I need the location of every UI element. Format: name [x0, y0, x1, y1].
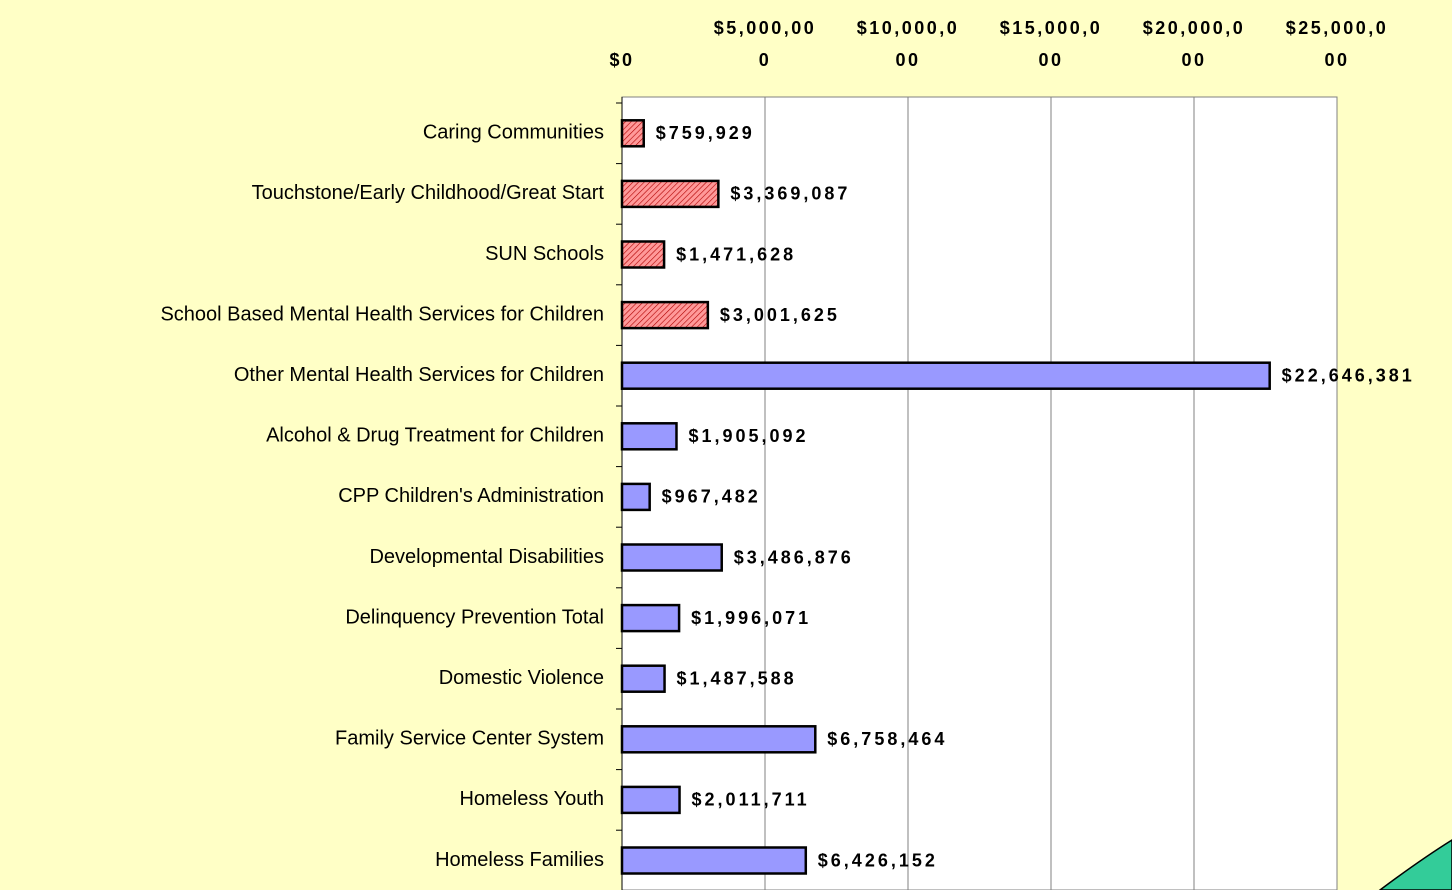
value-label: $759,929: [656, 123, 755, 143]
bar: [620, 725, 817, 754]
corner-decoration: [1378, 839, 1452, 890]
bar: [620, 422, 678, 451]
value-label: $1,996,071: [691, 608, 811, 628]
value-label: $6,758,464: [827, 729, 947, 749]
y-tick-label: Homeless Families: [435, 849, 604, 871]
bar: [620, 361, 1271, 390]
bar: [620, 846, 808, 875]
bar: [620, 785, 681, 815]
bar: [620, 543, 723, 572]
value-label: $1,905,092: [688, 426, 808, 446]
value-label: $967,482: [662, 487, 761, 507]
y-tick-label: Homeless Youth: [459, 788, 604, 810]
y-tick-label: Alcohol & Drug Treatment for Children: [266, 425, 604, 447]
value-label: $3,369,087: [730, 184, 850, 204]
value-label: $3,486,876: [734, 547, 854, 567]
y-tick-label: Touchstone/Early Childhood/Great Start: [252, 182, 605, 204]
bar: [620, 300, 710, 330]
x-tick-label: $15,000,000: [999, 18, 1103, 70]
y-tick-label: Other Mental Health Services for Childre…: [234, 364, 604, 386]
bar: [620, 119, 645, 148]
y-tick-label: School Based Mental Health Services for …: [160, 303, 604, 325]
y-tick-label: SUN Schools: [485, 243, 604, 265]
y-tick-label: Developmental Disabilities: [369, 546, 604, 568]
value-label: $1,471,628: [676, 244, 796, 264]
value-label: $1,487,588: [677, 668, 797, 688]
x-tick-label: $0: [609, 50, 635, 70]
value-label: $2,011,711: [692, 790, 810, 810]
y-tick-label: Domestic Violence: [439, 667, 604, 689]
y-tick-label: CPP Children's Administration: [338, 485, 604, 507]
bar: [620, 482, 651, 512]
value-label: $3,001,625: [720, 305, 840, 325]
plot-area: [621, 96, 1338, 890]
y-tick-label: Delinquency Prevention Total: [345, 606, 604, 628]
bar: [620, 179, 720, 209]
value-label: $22,646,381: [1282, 365, 1415, 385]
x-tick-label: $25,000,000: [1285, 18, 1389, 70]
value-label: $6,426,152: [818, 850, 938, 870]
bar: [620, 240, 666, 269]
bar: [620, 603, 681, 633]
y-tick-label: Caring Communities: [423, 122, 604, 144]
x-tick-label: $20,000,000: [1142, 18, 1246, 70]
y-tick-label: Family Service Center System: [335, 728, 604, 750]
bar: [620, 664, 666, 693]
x-tick-label: $5,000,000: [713, 18, 817, 70]
x-tick-label: $10,000,000: [856, 18, 960, 70]
